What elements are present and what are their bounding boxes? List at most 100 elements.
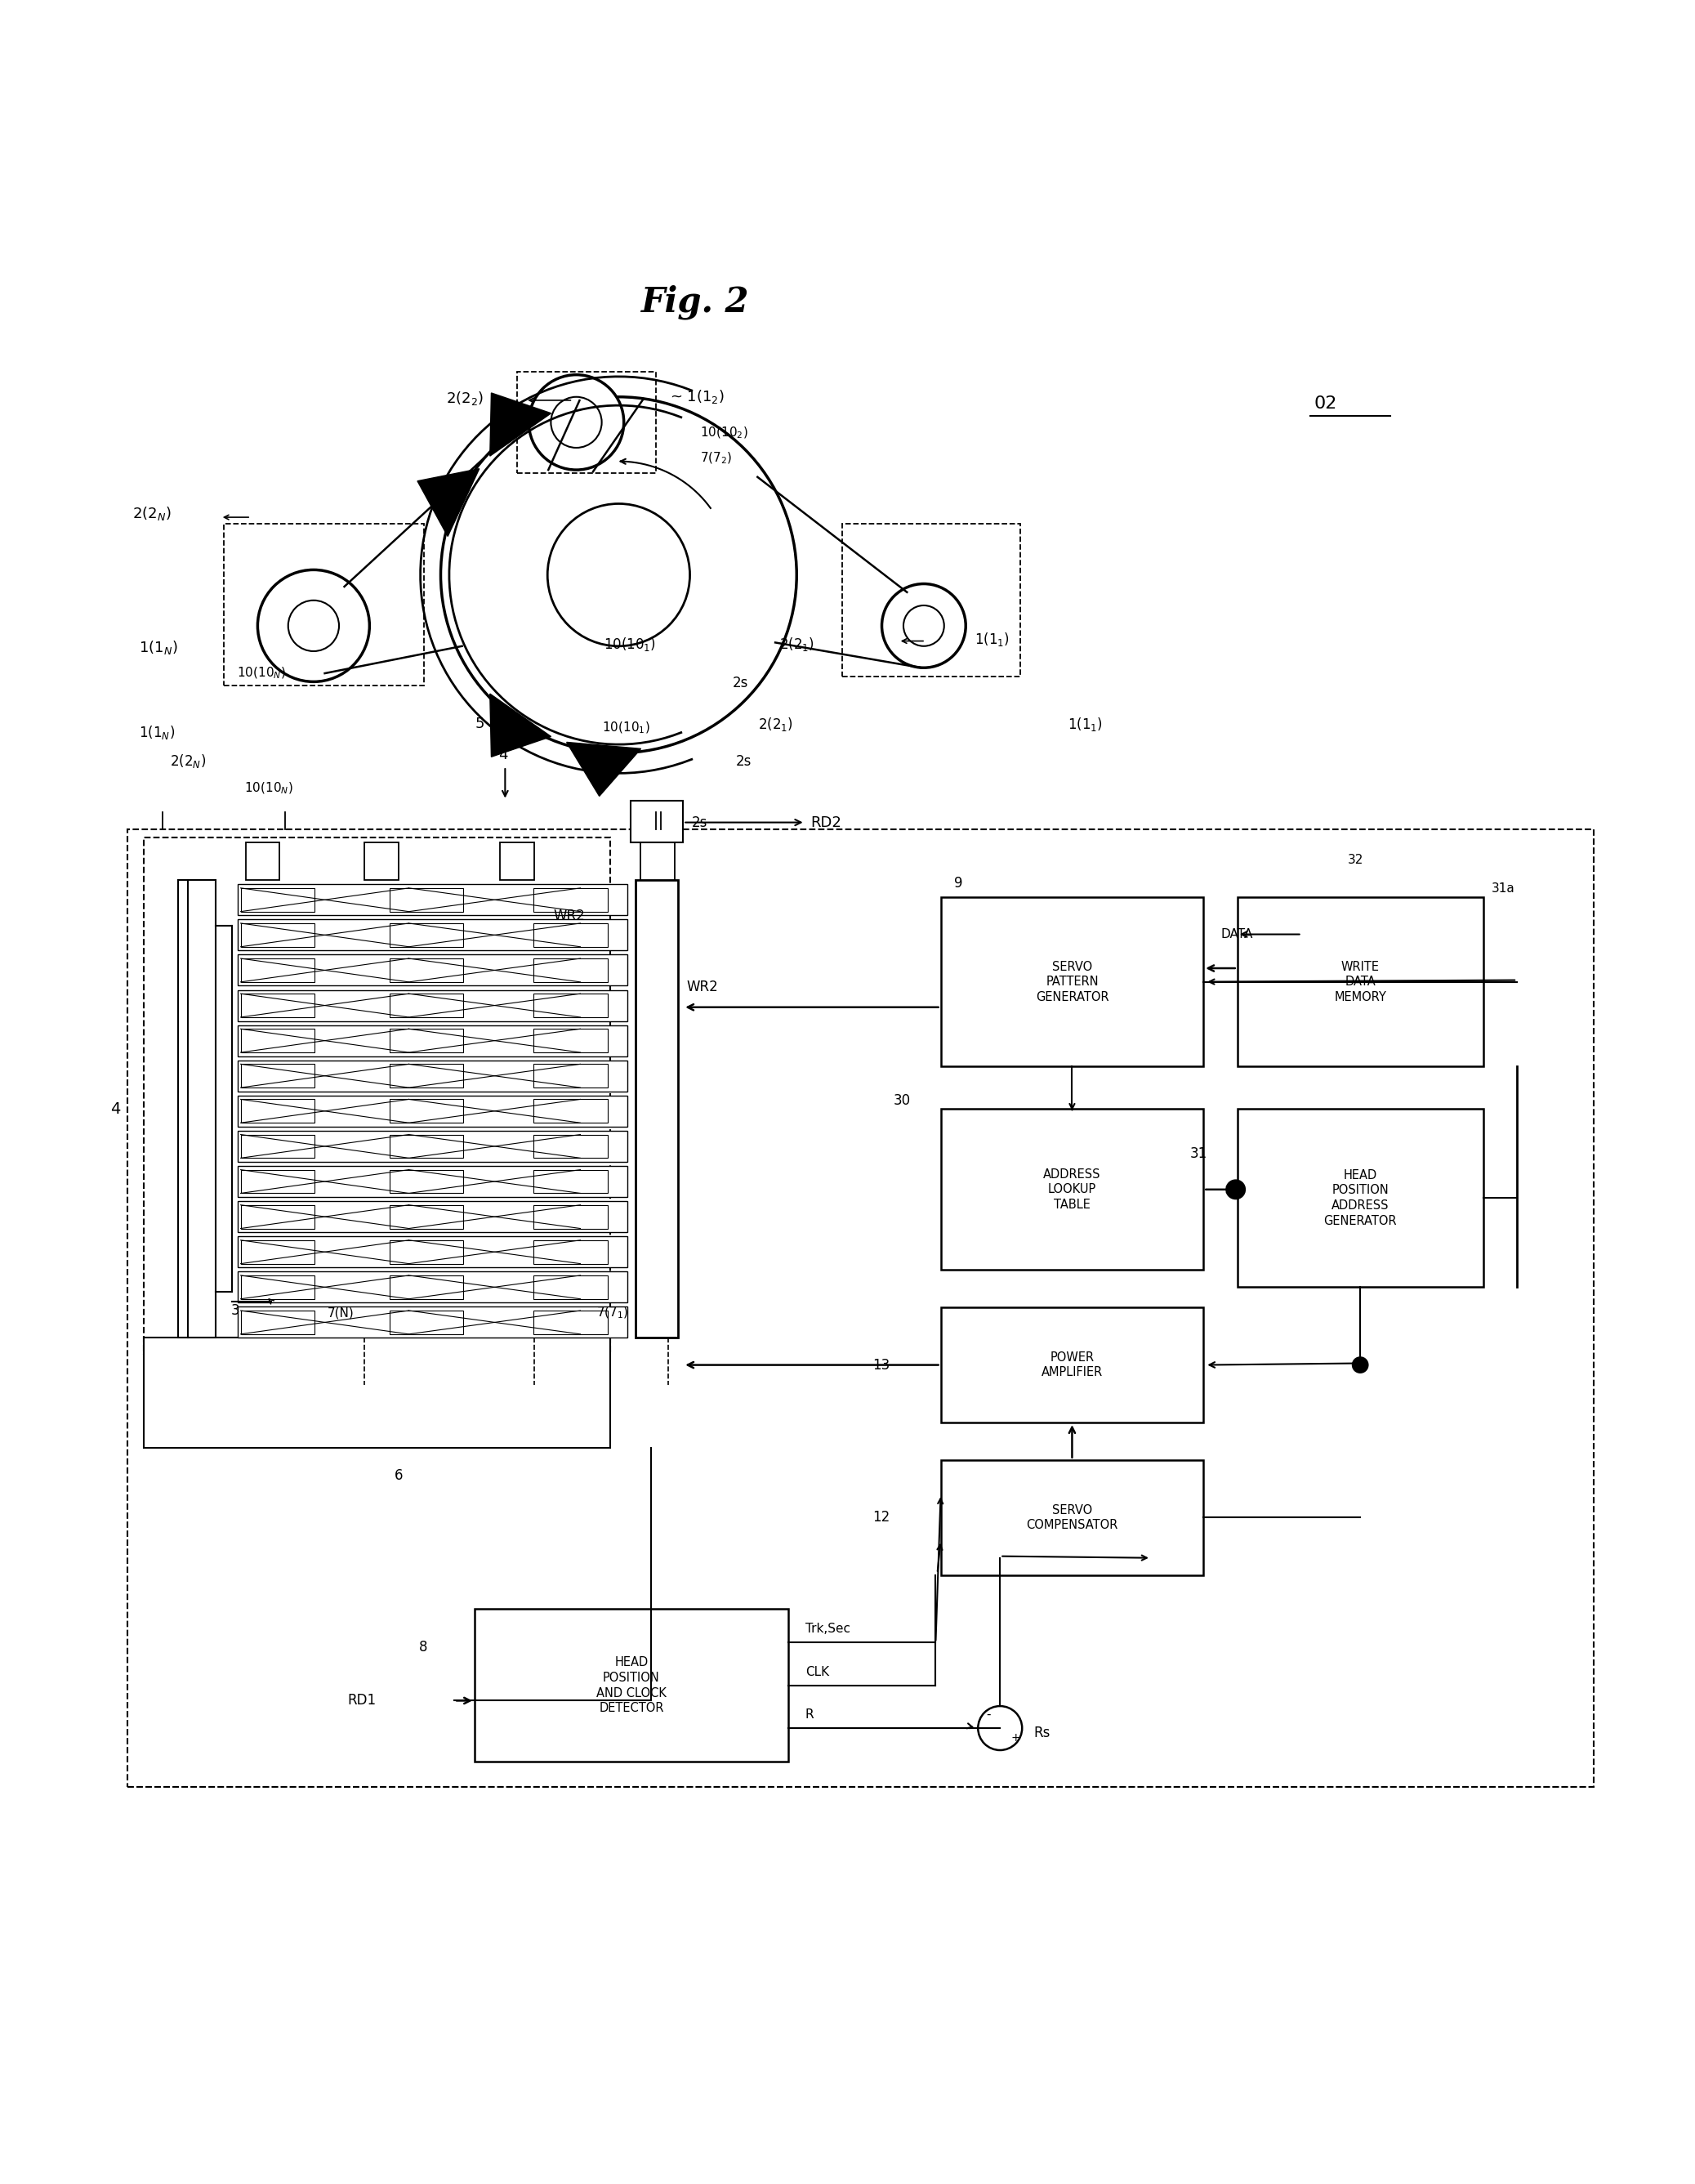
Circle shape: [1353, 1356, 1370, 1374]
Text: 4: 4: [498, 747, 508, 762]
Text: 30: 30: [893, 1094, 910, 1107]
Text: 2s: 2s: [692, 815, 707, 830]
Bar: [127, 830, 1593, 1787]
Bar: [241, 959, 315, 983]
Bar: [237, 1096, 627, 1127]
Text: 1(1$_1$): 1(1$_1$): [1068, 716, 1103, 732]
Circle shape: [547, 505, 690, 646]
Bar: [534, 1133, 607, 1158]
Bar: [475, 1610, 788, 1762]
Bar: [237, 885, 627, 915]
Bar: [237, 1236, 627, 1267]
Bar: [534, 889, 607, 911]
Text: ~ 1(1$_2$): ~ 1(1$_2$): [670, 389, 724, 406]
Text: DATA: DATA: [1220, 928, 1253, 941]
Bar: [390, 1275, 463, 1299]
Bar: [241, 1099, 315, 1123]
Bar: [237, 1024, 627, 1057]
Text: ADDRESS
LOOKUP
TABLE: ADDRESS LOOKUP TABLE: [1044, 1168, 1100, 1210]
Text: Trk,Sec: Trk,Sec: [805, 1623, 851, 1636]
Text: 2(2$_N$): 2(2$_N$): [132, 505, 171, 522]
Bar: [237, 919, 627, 950]
Bar: [534, 1064, 607, 1088]
Text: 2(2$_2$): 2(2$_2$): [446, 391, 483, 406]
Text: RD1: RD1: [347, 1693, 376, 1708]
Bar: [390, 889, 463, 911]
Text: 1(1$_1$): 1(1$_1$): [975, 631, 1010, 649]
Bar: [237, 1166, 627, 1197]
Bar: [517, 371, 656, 474]
Bar: [534, 1275, 607, 1299]
Text: 1(1$_N$): 1(1$_N$): [139, 725, 175, 740]
Text: 3: 3: [231, 1304, 239, 1317]
Polygon shape: [490, 695, 551, 758]
Bar: [241, 1133, 315, 1158]
Text: +: +: [1010, 1732, 1020, 1745]
Bar: [241, 1171, 315, 1192]
Text: 32: 32: [1348, 854, 1364, 865]
Bar: [241, 1241, 315, 1265]
Bar: [631, 799, 683, 843]
Text: CLK: CLK: [805, 1666, 829, 1677]
Text: 5: 5: [475, 716, 485, 732]
Text: WR2: WR2: [553, 909, 585, 924]
Bar: [534, 994, 607, 1018]
Bar: [534, 1206, 607, 1227]
Circle shape: [258, 570, 370, 681]
Text: HEAD
POSITION
AND CLOCK
DETECTOR: HEAD POSITION AND CLOCK DETECTOR: [597, 1655, 666, 1714]
Bar: [237, 954, 627, 985]
Bar: [941, 1459, 1203, 1575]
Polygon shape: [417, 470, 480, 537]
Text: 02: 02: [1314, 395, 1337, 413]
Bar: [241, 889, 315, 911]
Bar: [1237, 898, 1483, 1066]
Bar: [237, 989, 627, 1020]
Bar: [241, 1206, 315, 1227]
Bar: [842, 524, 1020, 677]
Bar: [534, 1029, 607, 1053]
Bar: [364, 843, 398, 880]
Text: WRITE
DATA
MEMORY: WRITE DATA MEMORY: [1334, 961, 1387, 1002]
Bar: [390, 1206, 463, 1227]
Bar: [390, 1064, 463, 1088]
Bar: [390, 1241, 463, 1265]
Text: WR2: WR2: [686, 981, 719, 994]
Circle shape: [288, 601, 339, 651]
Text: 6: 6: [393, 1468, 403, 1483]
Text: 10(10$_1$): 10(10$_1$): [602, 721, 649, 736]
Text: 10(10$_1$): 10(10$_1$): [603, 636, 656, 653]
Text: 7(7$_1$): 7(7$_1$): [597, 1306, 629, 1319]
Bar: [390, 1133, 463, 1158]
Bar: [241, 924, 315, 948]
Bar: [534, 1099, 607, 1123]
Bar: [941, 1109, 1203, 1271]
Bar: [224, 524, 424, 686]
Bar: [144, 1339, 610, 1448]
Circle shape: [551, 397, 602, 448]
Text: 10(10$_N$): 10(10$_N$): [237, 666, 286, 681]
Bar: [241, 994, 315, 1018]
Bar: [390, 1310, 463, 1334]
Bar: [178, 880, 215, 1339]
Text: POWER
AMPLIFIER: POWER AMPLIFIER: [1041, 1352, 1103, 1378]
Circle shape: [441, 397, 797, 753]
Bar: [636, 880, 678, 1339]
Text: 10(10$_N$): 10(10$_N$): [244, 782, 293, 795]
Bar: [246, 843, 280, 880]
Polygon shape: [490, 393, 551, 456]
Bar: [941, 898, 1203, 1066]
Text: 31: 31: [1190, 1147, 1207, 1162]
Text: 9: 9: [954, 876, 963, 891]
Bar: [390, 1099, 463, 1123]
Bar: [534, 924, 607, 948]
Circle shape: [903, 605, 944, 646]
Text: -: -: [986, 1708, 990, 1721]
Bar: [241, 1064, 315, 1088]
Bar: [534, 1310, 607, 1334]
Text: 31a: 31a: [1492, 882, 1515, 895]
Text: HEAD
POSITION
ADDRESS
GENERATOR: HEAD POSITION ADDRESS GENERATOR: [1324, 1168, 1397, 1227]
Text: 4: 4: [110, 1101, 120, 1116]
Text: RD2: RD2: [810, 815, 841, 830]
Bar: [241, 1029, 315, 1053]
Bar: [237, 1061, 627, 1092]
